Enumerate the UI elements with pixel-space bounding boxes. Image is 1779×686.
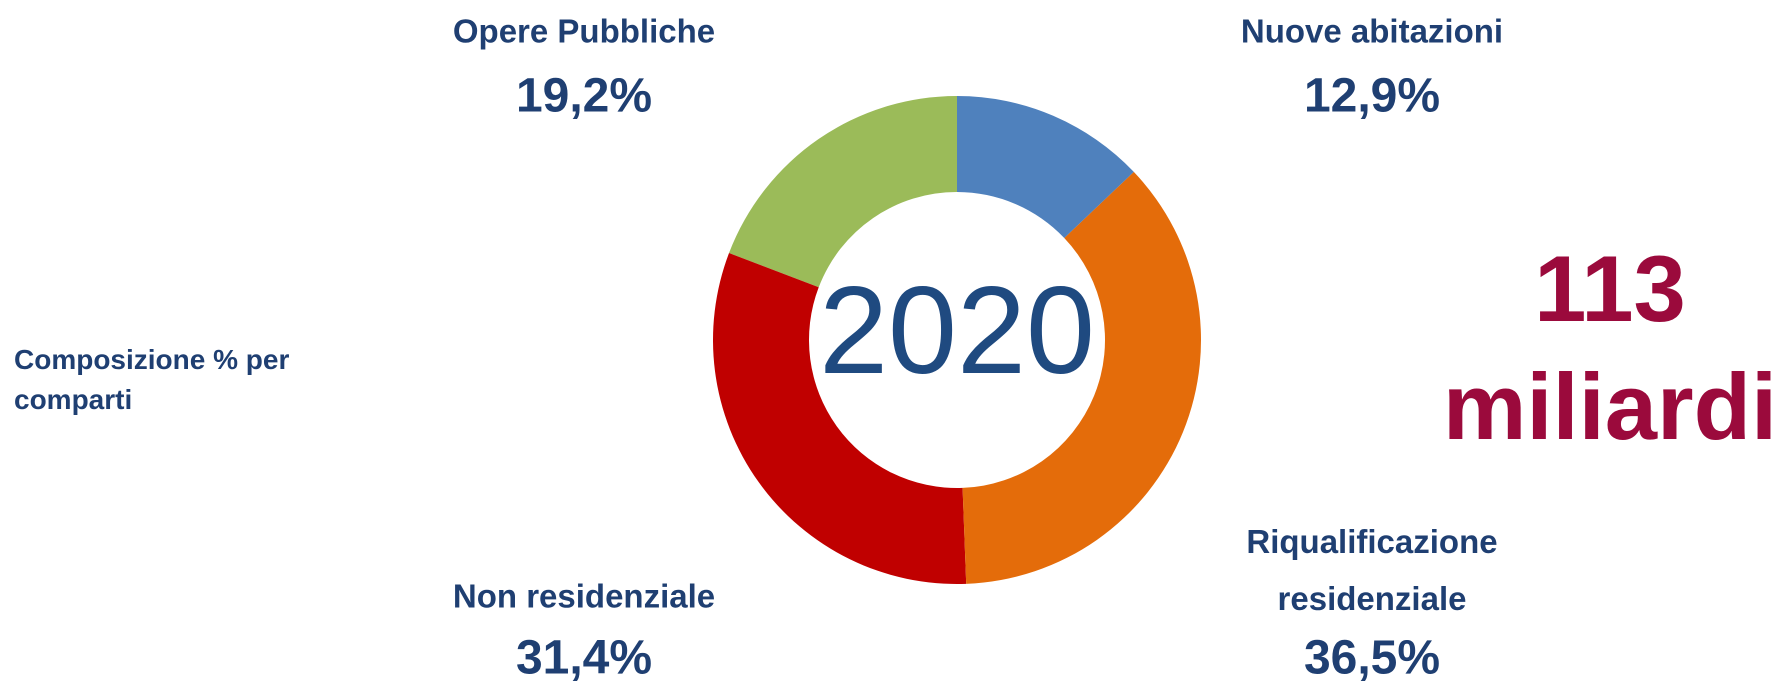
- subtitle: Composizione % per comparti: [14, 344, 290, 415]
- category-label: Non residenziale: [452, 577, 716, 615]
- category-label: Nuove abitazioni: [1240, 12, 1504, 50]
- chart-title: 2020: [819, 262, 1095, 400]
- donut-slice: [962, 171, 1201, 584]
- donut-slice: [729, 96, 957, 288]
- value-label: 31,4%: [515, 631, 653, 685]
- category-label: Opere Pubbliche: [452, 12, 716, 50]
- value-label: 19,2%: [515, 69, 653, 123]
- category-label: Riqualificazione residenziale: [1246, 523, 1498, 617]
- donut-slice: [957, 96, 1134, 239]
- value-label: 12,9%: [1303, 69, 1441, 123]
- donut-slice: [712, 253, 967, 585]
- annotation: 113 miliardi: [1442, 236, 1778, 459]
- value-label: 36,5%: [1303, 631, 1441, 685]
